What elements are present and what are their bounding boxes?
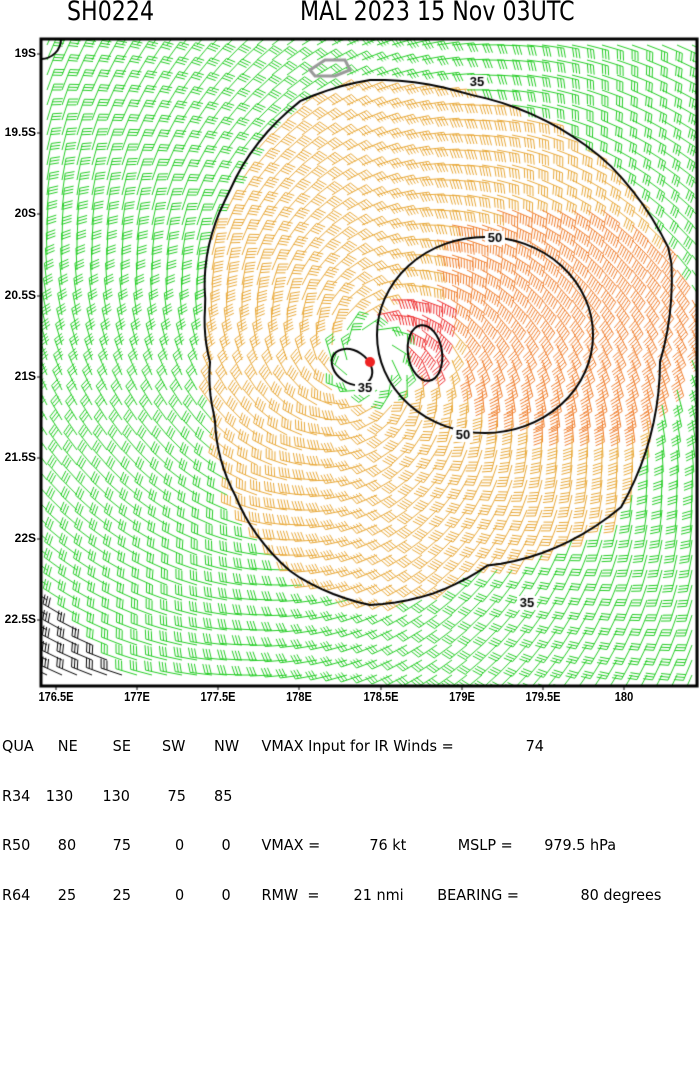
lon-tick-label: 177E — [124, 689, 150, 704]
nw-header: NW — [214, 737, 240, 755]
r34-nw: 85 — [214, 786, 233, 805]
vmax-label: VMAX = — [261, 836, 321, 854]
lon-tick-label: 179.5E — [525, 689, 561, 704]
r50-row: R50 80 75 0 0 VMAX = 76 kt MSLP = 979.5 … — [2, 837, 616, 854]
wind-radii-table: QUA NE SE SW NW VMAX Input for IR Winds … — [2, 705, 661, 920]
r64-nw: 0 — [221, 885, 231, 904]
r50-sw: 0 — [174, 836, 185, 854]
lat-tick-label: 21.5S — [4, 450, 36, 464]
lat-tick-label: 22S — [14, 531, 36, 545]
lon-tick-label: 178E — [286, 689, 312, 704]
r34-ne: 130 — [45, 786, 74, 805]
vmax-ir-label: VMAX Input for IR Winds = — [261, 737, 454, 755]
rmw-label: RMW = — [261, 885, 320, 904]
vmax-value: 76 kt — [369, 836, 407, 854]
bearing-label: BEARING = — [437, 885, 519, 904]
ne-header: NE — [57, 737, 78, 755]
lat-tick-label: 19S — [14, 46, 36, 60]
lat-tick-label: 20S — [14, 206, 36, 220]
se-header: SE — [112, 737, 131, 755]
r34-sw: 75 — [167, 786, 186, 805]
r64-se: 25 — [112, 885, 132, 904]
qua-label: QUA — [2, 737, 34, 755]
r50-nw: 0 — [221, 836, 231, 854]
lat-tick-label: 20.5S — [4, 288, 36, 302]
rmw-value: 21 nmi — [353, 885, 404, 904]
vmax-ir-value: 74 — [525, 737, 544, 755]
lon-tick-label: 180 — [614, 689, 634, 704]
r34-se: 130 — [102, 786, 130, 805]
sw-header: SW — [161, 737, 186, 755]
bearing-value: 80 degrees — [580, 885, 662, 904]
r34-row: R34 130 130 75 85 — [2, 787, 232, 805]
lon-tick-label: 176.5E — [38, 689, 74, 704]
lat-tick-label: 21S — [14, 369, 36, 383]
r64-sw: 0 — [174, 885, 185, 904]
quadrant-header-row: QUA NE SE SW NW VMAX Input for IR Winds … — [2, 738, 544, 755]
lon-tick-label: 177.5E — [200, 689, 236, 704]
lon-tick-label: 179E — [449, 689, 475, 704]
r50-ne: 80 — [57, 836, 77, 854]
lat-tick-label: 22.5S — [4, 612, 36, 626]
r64-ne: 25 — [57, 885, 77, 904]
lon-tick-label: 178.5E — [363, 689, 399, 704]
r34-label: R34 — [2, 786, 31, 805]
r64-row: R64 25 25 0 0 RMW = 21 nmi BEARING = 80 … — [2, 886, 661, 904]
r50-label: R50 — [2, 836, 31, 854]
mslp-label: MSLP = — [457, 836, 513, 854]
r50-se: 75 — [112, 836, 132, 854]
r64-label: R64 — [2, 885, 31, 904]
mslp-value: 979.5 hPa — [544, 836, 617, 854]
lat-tick-label: 19.5S — [4, 125, 36, 139]
wind-barb-map — [0, 0, 699, 772]
